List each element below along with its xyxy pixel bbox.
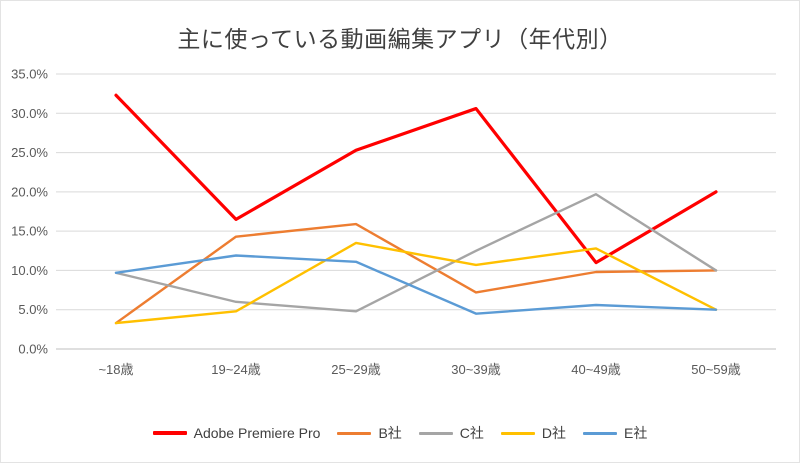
y-axis-tick-label: 20.0% xyxy=(11,184,48,199)
x-axis-tick-label: 25~29歳 xyxy=(331,362,381,377)
x-axis-tick-label: 30~39歳 xyxy=(451,362,501,377)
legend-line-swatch xyxy=(583,431,618,435)
legend-item-1: B社 xyxy=(337,423,402,443)
y-axis-tick-label: 25.0% xyxy=(11,145,48,160)
legend-line-swatch xyxy=(337,431,372,435)
series-line-3 xyxy=(114,241,718,325)
legend-item-2: C社 xyxy=(418,423,484,443)
series-line-4 xyxy=(114,254,718,315)
legend-line-swatch xyxy=(500,431,535,435)
x-axis-tick-label: 19~24歳 xyxy=(211,362,261,377)
line-chart-plot-area: 0.0% 5.0% 10.0% 15.0% 20.0% 25.0% 30.0% 35.0% ~1… xyxy=(11,67,776,377)
legend-line-swatch xyxy=(152,431,187,435)
y-axis-tick-label: 35.0% xyxy=(11,67,48,82)
legend-label: B社 xyxy=(378,425,402,441)
series-line-2 xyxy=(114,193,718,313)
x-axis-tick-label: 40~49歳 xyxy=(571,362,621,377)
series-line-0 xyxy=(114,93,718,265)
legend-line-swatch xyxy=(418,431,453,435)
series-line-1 xyxy=(114,222,718,325)
y-axis-tick-label: 30.0% xyxy=(11,106,48,121)
y-axis-tick-label: 15.0% xyxy=(11,224,48,239)
x-axis-tick-label: 50~59歳 xyxy=(691,362,741,377)
legend-item-4: E社 xyxy=(583,423,647,443)
y-axis-tick-label: 10.0% xyxy=(11,263,48,278)
y-axis-tick-label: 0.0% xyxy=(18,342,48,357)
legend-label: E社 xyxy=(624,425,648,441)
legend-label: Adobe Premiere Pro xyxy=(193,425,321,441)
legend-label: C社 xyxy=(459,425,484,441)
legend-item-0: Adobe Premiere Pro xyxy=(152,425,321,441)
chart-legend: Adobe Premiere Pro B社 C社 D社 E社 xyxy=(1,423,799,443)
x-axis-tick-label: ~18歳 xyxy=(98,362,133,377)
y-axis-tick-label: 5.0% xyxy=(18,302,48,317)
chart-title: 主に使っている動画編集アプリ（年代別） xyxy=(177,26,623,52)
legend-label: D社 xyxy=(541,425,567,441)
legend-item-3: D社 xyxy=(500,423,567,443)
